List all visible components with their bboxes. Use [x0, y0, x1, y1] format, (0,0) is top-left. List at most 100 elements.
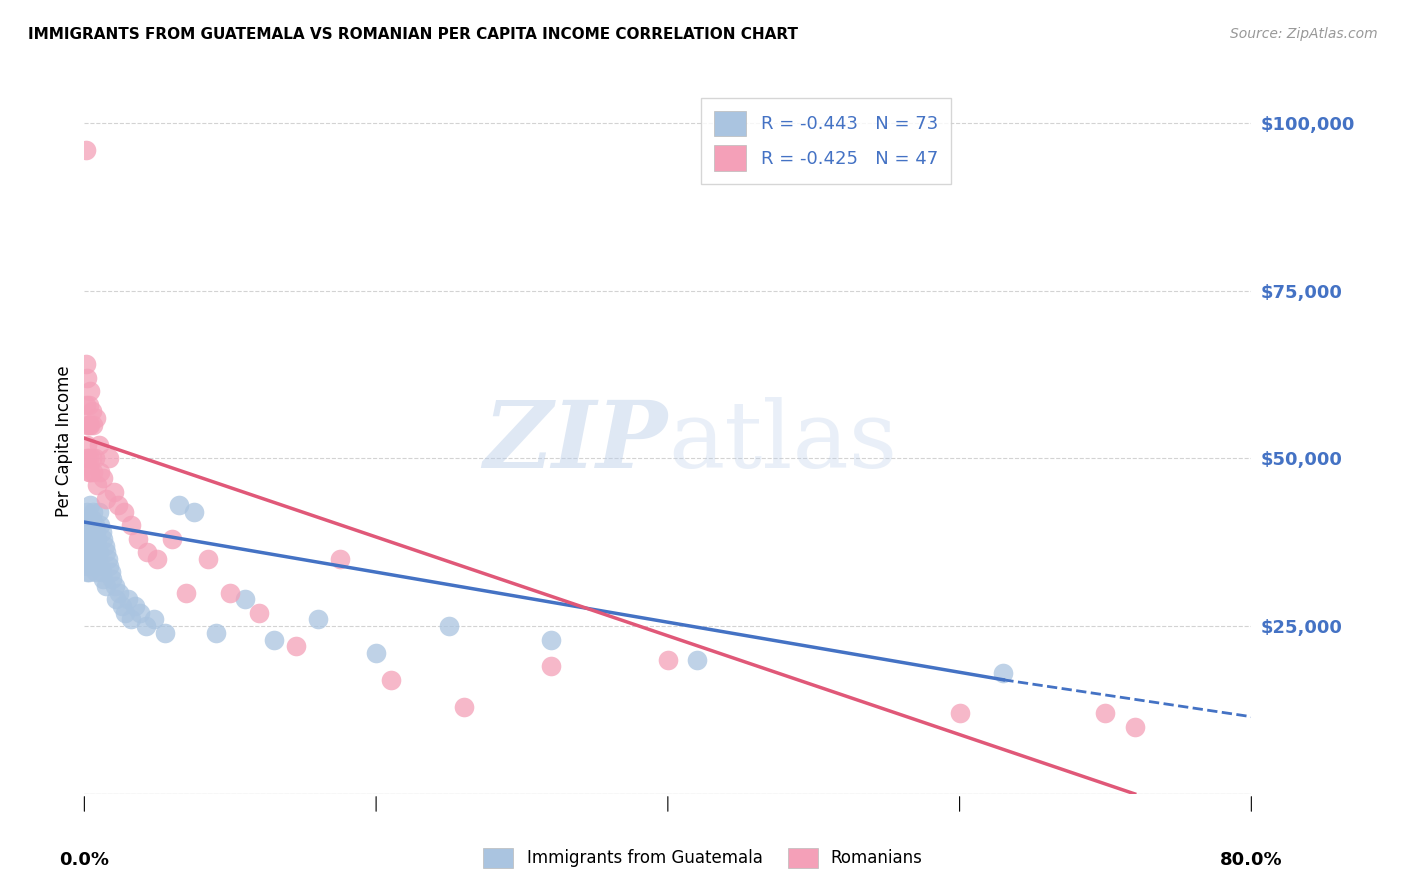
Point — [98, 451, 121, 466]
Point — [80, 525, 103, 540]
Point — [80, 451, 103, 466]
Point — [146, 552, 169, 566]
Point — [91, 471, 114, 485]
Point — [82, 505, 104, 519]
Point — [120, 518, 142, 533]
Point — [167, 498, 190, 512]
Point — [112, 505, 135, 519]
Point — [104, 579, 127, 593]
Legend: Immigrants from Guatemala, Romanians: Immigrants from Guatemala, Romanians — [477, 841, 929, 875]
Point — [1123, 720, 1146, 734]
Point — [84, 411, 107, 425]
Point — [75, 532, 97, 546]
Point — [124, 599, 146, 613]
Point — [96, 491, 118, 506]
Point — [76, 552, 98, 566]
Point — [94, 539, 117, 553]
Point — [75, 143, 97, 157]
Point — [83, 558, 105, 573]
Point — [1094, 706, 1116, 721]
Text: ZIP: ZIP — [484, 397, 668, 486]
Point — [80, 404, 103, 418]
Legend: R = -0.443   N = 73, R = -0.425   N = 47: R = -0.443 N = 73, R = -0.425 N = 47 — [702, 98, 950, 184]
Point — [79, 384, 101, 399]
Point — [77, 539, 100, 553]
Point — [76, 371, 98, 385]
Point — [80, 545, 103, 559]
Point — [75, 525, 97, 540]
Point — [111, 599, 134, 613]
Point — [76, 505, 98, 519]
Point — [82, 465, 104, 479]
Point — [204, 625, 226, 640]
Point — [993, 666, 1015, 681]
Point — [197, 552, 219, 566]
Point — [75, 398, 97, 412]
Point — [76, 417, 98, 432]
Point — [114, 606, 136, 620]
Point — [77, 525, 100, 540]
Point — [135, 619, 157, 633]
Point — [77, 465, 100, 479]
Point — [949, 706, 972, 721]
Point — [380, 673, 402, 687]
Point — [86, 552, 108, 566]
Point — [160, 532, 183, 546]
Point — [77, 512, 100, 526]
Point — [107, 498, 129, 512]
Point — [87, 545, 110, 559]
Text: 80.0%: 80.0% — [1220, 851, 1282, 869]
Point — [79, 465, 101, 479]
Point — [82, 552, 104, 566]
Point — [103, 484, 125, 499]
Point — [153, 625, 176, 640]
Point — [80, 512, 103, 526]
Point — [77, 451, 100, 466]
Point — [82, 417, 104, 432]
Point — [540, 632, 562, 647]
Point — [77, 552, 100, 566]
Point — [91, 532, 114, 546]
Point — [136, 545, 159, 559]
Point — [77, 566, 100, 580]
Point — [128, 606, 150, 620]
Y-axis label: Per Capita Income: Per Capita Income — [55, 366, 73, 517]
Point — [263, 632, 285, 647]
Point — [79, 552, 101, 566]
Point — [329, 552, 352, 566]
Point — [79, 532, 101, 546]
Point — [83, 518, 105, 533]
Point — [89, 558, 111, 573]
Point — [87, 505, 110, 519]
Point — [101, 572, 124, 586]
Point — [120, 612, 142, 626]
Point — [90, 566, 112, 580]
Point — [76, 438, 98, 452]
Point — [105, 592, 128, 607]
Point — [83, 451, 105, 466]
Text: 0.0%: 0.0% — [59, 851, 110, 869]
Point — [79, 498, 101, 512]
Point — [437, 619, 460, 633]
Point — [90, 525, 112, 540]
Point — [75, 552, 97, 566]
Point — [97, 552, 120, 566]
Point — [686, 653, 709, 667]
Text: Source: ZipAtlas.com: Source: ZipAtlas.com — [1230, 27, 1378, 41]
Point — [89, 465, 111, 479]
Point — [117, 592, 139, 607]
Point — [84, 545, 107, 559]
Point — [75, 512, 97, 526]
Point — [98, 558, 121, 573]
Point — [540, 659, 562, 673]
Point — [76, 451, 98, 466]
Point — [91, 572, 114, 586]
Point — [76, 566, 98, 580]
Point — [657, 653, 679, 667]
Point — [127, 532, 149, 546]
Point — [100, 566, 122, 580]
Point — [83, 539, 105, 553]
Point — [86, 532, 108, 546]
Text: atlas: atlas — [668, 397, 897, 486]
Point — [84, 566, 107, 580]
